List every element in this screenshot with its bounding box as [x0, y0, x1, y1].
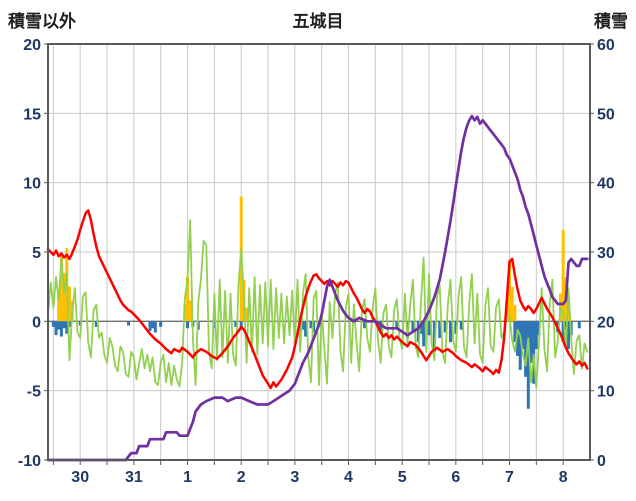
svg-text:30: 30 — [71, 469, 89, 486]
svg-text:5: 5 — [398, 469, 407, 486]
svg-text:1: 1 — [183, 469, 192, 486]
svg-text:60: 60 — [597, 37, 615, 54]
svg-text:50: 50 — [597, 106, 615, 123]
svg-text:10: 10 — [597, 384, 615, 401]
svg-text:2: 2 — [237, 469, 246, 486]
svg-text:5: 5 — [32, 245, 41, 262]
right-axis-tick-labels: 60 50 40 30 20 10 0 — [597, 37, 615, 470]
svg-text:31: 31 — [125, 469, 143, 486]
svg-text:15: 15 — [23, 106, 41, 123]
svg-text:8: 8 — [559, 469, 568, 486]
svg-text:4: 4 — [344, 469, 353, 486]
tick-marks — [44, 43, 594, 465]
purple-line — [46, 114, 589, 462]
svg-text:40: 40 — [597, 176, 615, 193]
svg-text:3: 3 — [290, 469, 299, 486]
left-axis-tick-labels: 20 15 10 5 0 -5 -10 — [18, 37, 41, 470]
gridlines — [48, 44, 590, 460]
chart-title: 五城目 — [292, 12, 344, 31]
svg-text:0: 0 — [32, 314, 41, 331]
green-line — [47, 219, 589, 389]
svg-text:20: 20 — [597, 314, 615, 331]
x-axis-tick-labels: 30 31 1 2 3 4 5 6 7 8 — [71, 469, 567, 486]
svg-text:20: 20 — [23, 37, 41, 54]
red-line — [46, 209, 589, 390]
svg-text:10: 10 — [23, 176, 41, 193]
svg-text:7: 7 — [505, 469, 514, 486]
left-axis-title: 積雪以外 — [8, 12, 76, 31]
svg-text:6: 6 — [451, 469, 460, 486]
svg-text:-5: -5 — [27, 384, 41, 401]
svg-text:0: 0 — [597, 453, 606, 470]
svg-text:30: 30 — [597, 245, 615, 262]
svg-text:-10: -10 — [18, 453, 41, 470]
right-axis-title: 積雪 — [594, 12, 628, 31]
